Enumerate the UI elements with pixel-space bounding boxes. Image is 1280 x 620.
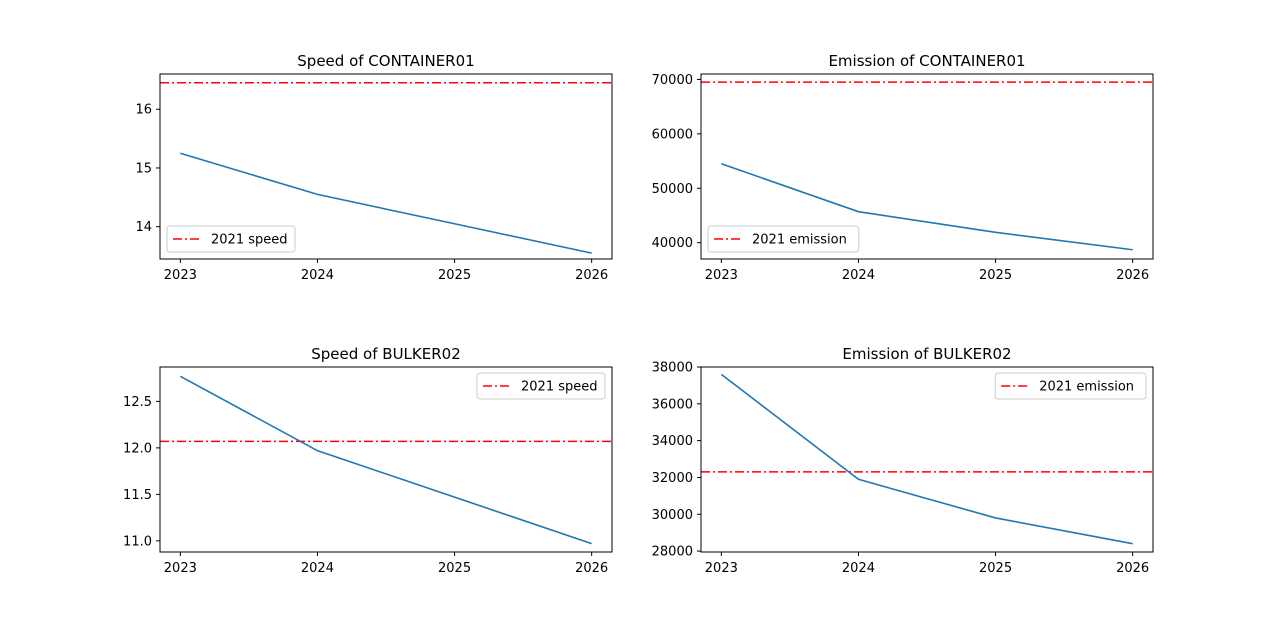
y-tick-label: 15 <box>135 161 152 176</box>
x-tick-label: 2024 <box>301 561 334 576</box>
series-line <box>179 375 592 545</box>
axes-frame <box>159 366 613 553</box>
y-tick-label: 40000 <box>652 236 693 251</box>
legend-label: 2021 emission <box>752 233 847 248</box>
legend-label: 2021 speed <box>521 380 598 395</box>
legend-label: 2021 emission <box>1039 380 1134 395</box>
legend-label: 2021 speed <box>211 233 288 248</box>
axes-frame <box>159 73 613 260</box>
legend-box <box>994 372 1147 400</box>
legend: 2021 emission <box>994 372 1147 400</box>
axes-frame <box>700 73 1154 260</box>
y-tick-label: 14 <box>135 220 152 235</box>
y-tick-label: 12.0 <box>123 441 152 456</box>
y-tick-label: 38000 <box>652 361 693 376</box>
chart-1: Speed of CONTAINER01 2023 2024 2025 2026 14 15… <box>135 52 613 283</box>
chart-2: Emission of CONTAINER01 2023 2024 2025 2026 4… <box>652 52 1154 283</box>
x-tick-label: 2024 <box>842 268 875 283</box>
y-tick-label: 11.5 <box>123 488 152 503</box>
x-tick-label: 2023 <box>705 561 738 576</box>
legend-box <box>707 225 860 253</box>
legend: 2021 speed <box>476 372 606 400</box>
legend: 2021 emission <box>707 225 860 253</box>
legend-box <box>166 225 296 253</box>
axes-frame <box>700 366 1154 553</box>
x-tick-label: 2025 <box>438 561 471 576</box>
x-tick-label: 2025 <box>979 268 1012 283</box>
y-tick-label: 34000 <box>652 434 693 449</box>
series-line <box>720 373 1133 545</box>
x-tick-label: 2026 <box>1116 561 1149 576</box>
x-tick-label: 2023 <box>164 268 197 283</box>
series-line <box>721 163 1133 251</box>
x-tick-label: 2025 <box>979 561 1012 576</box>
chart-title: Speed of BULKER02 <box>311 345 460 363</box>
x-tick-label: 2024 <box>301 268 334 283</box>
chart-3: Speed of BULKER02 2023 2024 2025 2026 11.0 11.… <box>123 345 613 576</box>
y-tick-label: 12.5 <box>123 395 152 410</box>
chart-title: Speed of CONTAINER01 <box>297 52 474 70</box>
y-tick-label: 32000 <box>652 471 693 486</box>
legend: 2021 speed <box>166 225 296 253</box>
y-tick-label: 28000 <box>652 545 693 560</box>
legend-box <box>476 372 606 400</box>
y-tick-label: 36000 <box>652 397 693 412</box>
y-tick-label: 70000 <box>652 73 693 88</box>
chart-title: Emission of CONTAINER01 <box>828 52 1025 70</box>
y-tick-label: 11.0 <box>123 534 152 549</box>
y-tick-label: 60000 <box>652 127 693 142</box>
x-tick-label: 2026 <box>575 268 608 283</box>
x-tick-label: 2026 <box>1116 268 1149 283</box>
x-tick-label: 2026 <box>575 561 608 576</box>
y-tick-label: 50000 <box>652 182 693 197</box>
x-tick-label: 2024 <box>842 561 875 576</box>
chart-4: Emission of BULKER02 2023 2024 2025 2026 2800… <box>652 345 1154 576</box>
y-tick-label: 16 <box>135 103 152 118</box>
x-tick-label: 2023 <box>164 561 197 576</box>
chart-title: Emission of BULKER02 <box>842 345 1011 363</box>
x-tick-label: 2025 <box>438 268 471 283</box>
y-tick-label: 30000 <box>652 508 693 523</box>
series-line <box>180 152 592 254</box>
x-tick-label: 2023 <box>705 268 738 283</box>
